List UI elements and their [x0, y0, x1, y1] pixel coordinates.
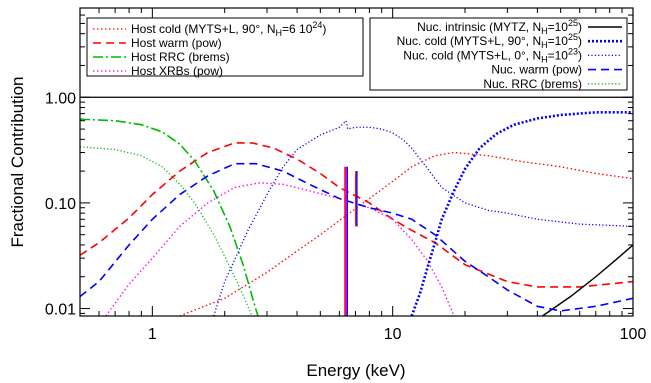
legend-right-label-nuc_cold90-suffix: =10 [548, 34, 569, 48]
series-line-nuc_rrc [80, 146, 253, 316]
series-line-host_cold [179, 151, 633, 316]
legend-right-label-nuc_cold0-tail: ) [578, 48, 582, 62]
y-tick-label-1: 0.10 [45, 196, 76, 213]
series-line-nuc_intrinsic [542, 244, 633, 316]
legend-left-label-host_warm: Host warm (pow) [131, 36, 222, 50]
series-layer [80, 111, 633, 316]
legend-right-label-nuc_intrinsic-sub: H [541, 26, 548, 36]
legend-right-label-nuc_intrinsic-suffix: =10 [548, 20, 569, 34]
legend-left-label-host_cold-label: Host cold (MYTS+L, 90°, N [131, 22, 276, 36]
legend-left: Host cold (MYTS+L, 90°, NH=6 1024)Host w… [86, 17, 364, 78]
legend-right-label-nuc_cold0-suffix: =10 [548, 48, 569, 62]
series-line-nuc_cold0 [213, 119, 633, 316]
legend-right-label-nuc_cold90-label: Nuc. cold (MYTS+L, 90°, N [397, 34, 542, 48]
y-tick-label-0: 0.01 [45, 302, 76, 319]
legend-left-label-host_cold-tail: ) [322, 22, 326, 36]
legend-right: Nuc. intrinsic (MYTZ, NH=1025)Nuc. cold … [369, 17, 628, 91]
legend-right-label-nuc_warm-label: Nuc. warm (pow) [491, 63, 582, 77]
legend-right-label-nuc_warm: Nuc. warm (pow) [491, 63, 582, 77]
legend-right-label-nuc_rrc: Nuc. RRC (brems) [483, 77, 582, 91]
plot-frame [79, 7, 634, 317]
x-axis-title: Energy (keV) [306, 361, 405, 380]
legend-left-label-host_cold-sub: H [276, 28, 283, 38]
legend-left-label-host_cold: Host cold (MYTS+L, 90°, NH=6 1024) [131, 20, 326, 38]
legend-left-label-host_xrb: Host XRBs (pow) [131, 64, 223, 78]
legend-left-label-host_cold-suffix: =6 10 [282, 22, 313, 36]
series-line-host_warm [80, 142, 633, 288]
axis-ticks: 1 10 100 0.01 0.10 1.00 [45, 7, 647, 343]
x-tick-label-2: 100 [620, 326, 647, 343]
legend-right-label-nuc_cold90-tail: ) [578, 34, 582, 48]
legend-left-label-host_warm-label: Host warm (pow) [131, 36, 222, 50]
legend-right-box [369, 17, 628, 91]
legend-right-label-nuc_cold0: Nuc. cold (MYTS+L, 0°, NH=1023) [403, 46, 582, 64]
legend-left-box [86, 17, 364, 77]
legend-right-label-nuc_intrinsic-label: Nuc. intrinsic (MYTZ, N [417, 20, 541, 34]
legend-right-label-nuc_intrinsic-sup: 25 [568, 18, 578, 28]
series-line-host_rrc [80, 118, 259, 316]
y-tick-label-2: 1.00 [45, 90, 76, 107]
legend-left-label-host_cold-sup: 24 [312, 20, 322, 30]
series-line-nuc_warm [80, 162, 633, 312]
legend-right-label-nuc_cold90-sub: H [541, 40, 548, 50]
legend-right-label-nuc_cold0-label: Nuc. cold (MYTS+L, 0°, N [403, 48, 541, 62]
legend-right-label-nuc_cold90-sup: 25 [568, 32, 578, 42]
legend-right-label-nuc_intrinsic: Nuc. intrinsic (MYTZ, NH=1025) [417, 18, 582, 36]
series-line-host_xrb [105, 182, 455, 316]
x-tick-label-0: 1 [148, 326, 157, 343]
series-line-nuc_cold90 [410, 111, 633, 316]
legend-right-label-nuc_cold90: Nuc. cold (MYTS+L, 90°, NH=1025) [397, 32, 582, 50]
legend-right-label-nuc_rrc-label: Nuc. RRC (brems) [483, 77, 582, 91]
legend-left-label-host_rrc-label: Host RRC (brems) [131, 50, 230, 64]
legend-left-label-host_rrc: Host RRC (brems) [131, 50, 230, 64]
y-axis-title: Fractional Contribution [8, 76, 27, 247]
legend-right-label-nuc_intrinsic-tail: ) [578, 20, 582, 34]
legend-right-label-nuc_cold0-sup: 23 [568, 46, 578, 56]
legend-right-label-nuc_cold0-sub: H [541, 54, 548, 64]
legend-left-label-host_xrb-label: Host XRBs (pow) [131, 64, 223, 78]
x-tick-label-1: 10 [384, 326, 402, 343]
